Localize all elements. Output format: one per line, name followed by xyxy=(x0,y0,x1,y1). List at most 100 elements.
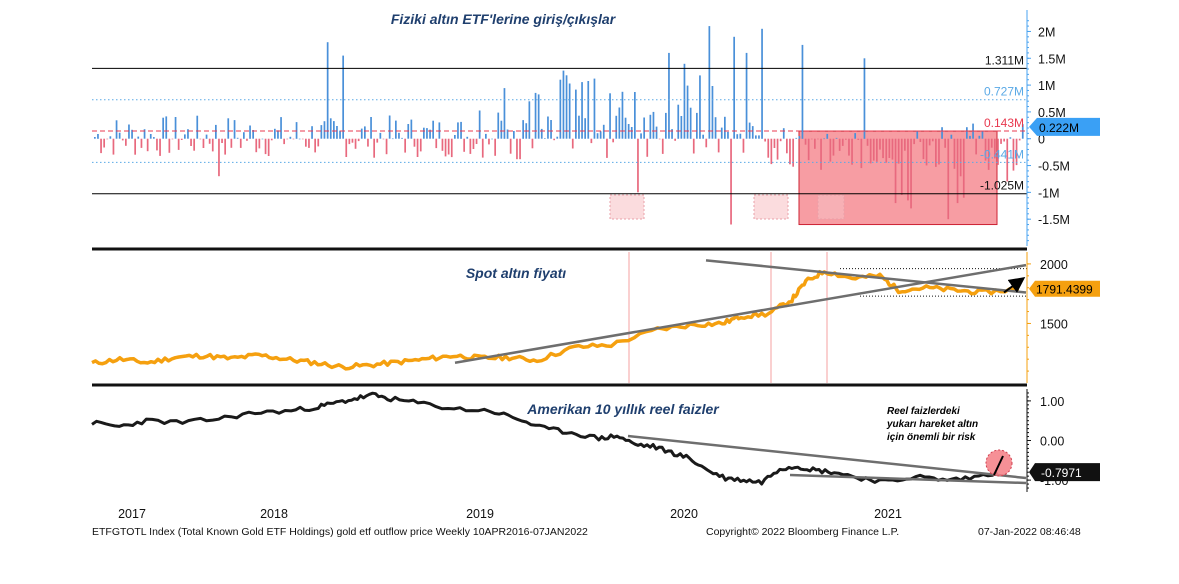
flow-bar xyxy=(804,138,807,145)
flow-bar xyxy=(497,112,500,139)
flow-bar xyxy=(956,138,959,204)
flow-bar xyxy=(314,138,317,153)
flow-bar xyxy=(897,138,900,164)
flow-bar xyxy=(454,135,456,139)
risk-annotation-line: Reel faizlerdeki xyxy=(887,406,960,417)
flow-bar xyxy=(230,138,233,148)
flow-bar xyxy=(900,138,903,195)
flow-bar xyxy=(370,117,372,139)
flow-bar xyxy=(885,138,888,163)
flow-bar xyxy=(333,121,335,139)
flow-bar xyxy=(789,138,791,165)
flow-bar xyxy=(1006,138,1009,182)
flow-bar xyxy=(292,138,295,140)
flow-bar xyxy=(832,138,835,156)
flow-bar xyxy=(621,91,624,139)
flow-bar xyxy=(264,138,267,155)
flow-bar xyxy=(727,131,729,139)
flow-bar xyxy=(270,138,273,141)
flow-bar xyxy=(801,44,804,139)
flow-bar xyxy=(115,120,118,139)
flow-bar xyxy=(187,129,189,139)
flow-bar xyxy=(97,134,99,139)
chart-footer: ETFGTOTL Index (Total Known Gold ETF Hol… xyxy=(92,526,1102,542)
flow-bar xyxy=(540,128,543,139)
flows-y-tick-label: -1M xyxy=(1038,186,1060,200)
flow-bar xyxy=(398,132,400,139)
flow-bar xyxy=(103,138,106,148)
flow-bar xyxy=(938,138,940,165)
flow-bar xyxy=(522,120,525,139)
flow-bar xyxy=(481,138,484,158)
flow-bar xyxy=(339,130,341,139)
x-axis-year-label: 2019 xyxy=(466,507,494,521)
flow-bar xyxy=(680,116,683,139)
flow-bar xyxy=(764,138,767,142)
flow-bar xyxy=(125,138,127,146)
flow-bar xyxy=(494,138,497,156)
flow-bar xyxy=(308,138,310,148)
flow-bar xyxy=(441,138,444,151)
flow-bar xyxy=(562,70,565,139)
flow-bar xyxy=(252,130,255,139)
flow-bar xyxy=(919,138,922,142)
flow-bar xyxy=(485,133,487,139)
flow-bar xyxy=(301,138,304,140)
flow-bar xyxy=(367,138,369,147)
flow-bar xyxy=(156,138,158,151)
flow-bar xyxy=(835,137,838,139)
flow-bar xyxy=(602,124,605,139)
flow-bar xyxy=(755,135,757,139)
flow-bar xyxy=(513,131,515,139)
flow-bar xyxy=(534,92,537,139)
flow-bar xyxy=(981,130,984,139)
yield-y-tick-label: 0.00 xyxy=(1040,435,1064,449)
flow-bar xyxy=(1000,138,1002,144)
flow-bar xyxy=(255,138,258,153)
yield-trend-lower xyxy=(789,473,1027,485)
outflow-spike-box xyxy=(753,194,789,220)
flow-bar xyxy=(519,138,521,160)
flow-bar xyxy=(180,138,183,140)
flow-bar xyxy=(466,136,469,139)
flows-title: Fiziki altın ETF'lerine giriş/çıkışlar xyxy=(391,11,617,27)
flow-bar xyxy=(767,138,770,158)
flow-bar xyxy=(596,133,599,139)
flow-bar xyxy=(199,138,202,140)
yield-y-tick-label: 1.00 xyxy=(1040,395,1064,409)
flow-bar xyxy=(267,138,270,156)
flow-bar xyxy=(550,120,552,139)
flow-bar xyxy=(751,126,754,139)
flow-bar xyxy=(435,138,438,149)
flow-bar xyxy=(537,94,540,139)
flow-bar xyxy=(584,118,587,139)
flow-bar xyxy=(159,138,161,156)
flow-bar xyxy=(984,138,987,161)
flows-y-tick-label: -0.5M xyxy=(1038,160,1070,174)
flow-bar xyxy=(925,138,928,166)
flow-bar xyxy=(153,137,155,139)
flow-bar xyxy=(758,135,760,139)
flow-bar xyxy=(373,138,376,158)
flow-bar xyxy=(587,81,590,139)
flow-bar xyxy=(969,135,971,139)
x-axis-year-label: 2021 xyxy=(874,507,902,521)
flow-bar xyxy=(382,138,385,140)
flow-bar xyxy=(184,134,186,139)
flow-bar xyxy=(665,112,667,139)
flow-bar xyxy=(329,118,332,139)
flow-bar xyxy=(118,132,121,139)
flow-bar xyxy=(233,120,236,139)
flow-bar xyxy=(692,138,695,154)
flow-bar xyxy=(109,136,112,139)
flow-bar xyxy=(571,138,574,149)
flow-bar xyxy=(404,138,407,153)
flow-bar xyxy=(922,138,925,160)
flow-bar xyxy=(618,107,621,139)
footer-copyright: Copyright© 2022 Bloomberg Finance L.P. xyxy=(706,526,900,538)
flow-bar xyxy=(997,138,999,165)
flow-bar xyxy=(854,133,857,139)
flow-bar xyxy=(165,116,168,139)
yield-trend-upper xyxy=(627,434,1027,480)
